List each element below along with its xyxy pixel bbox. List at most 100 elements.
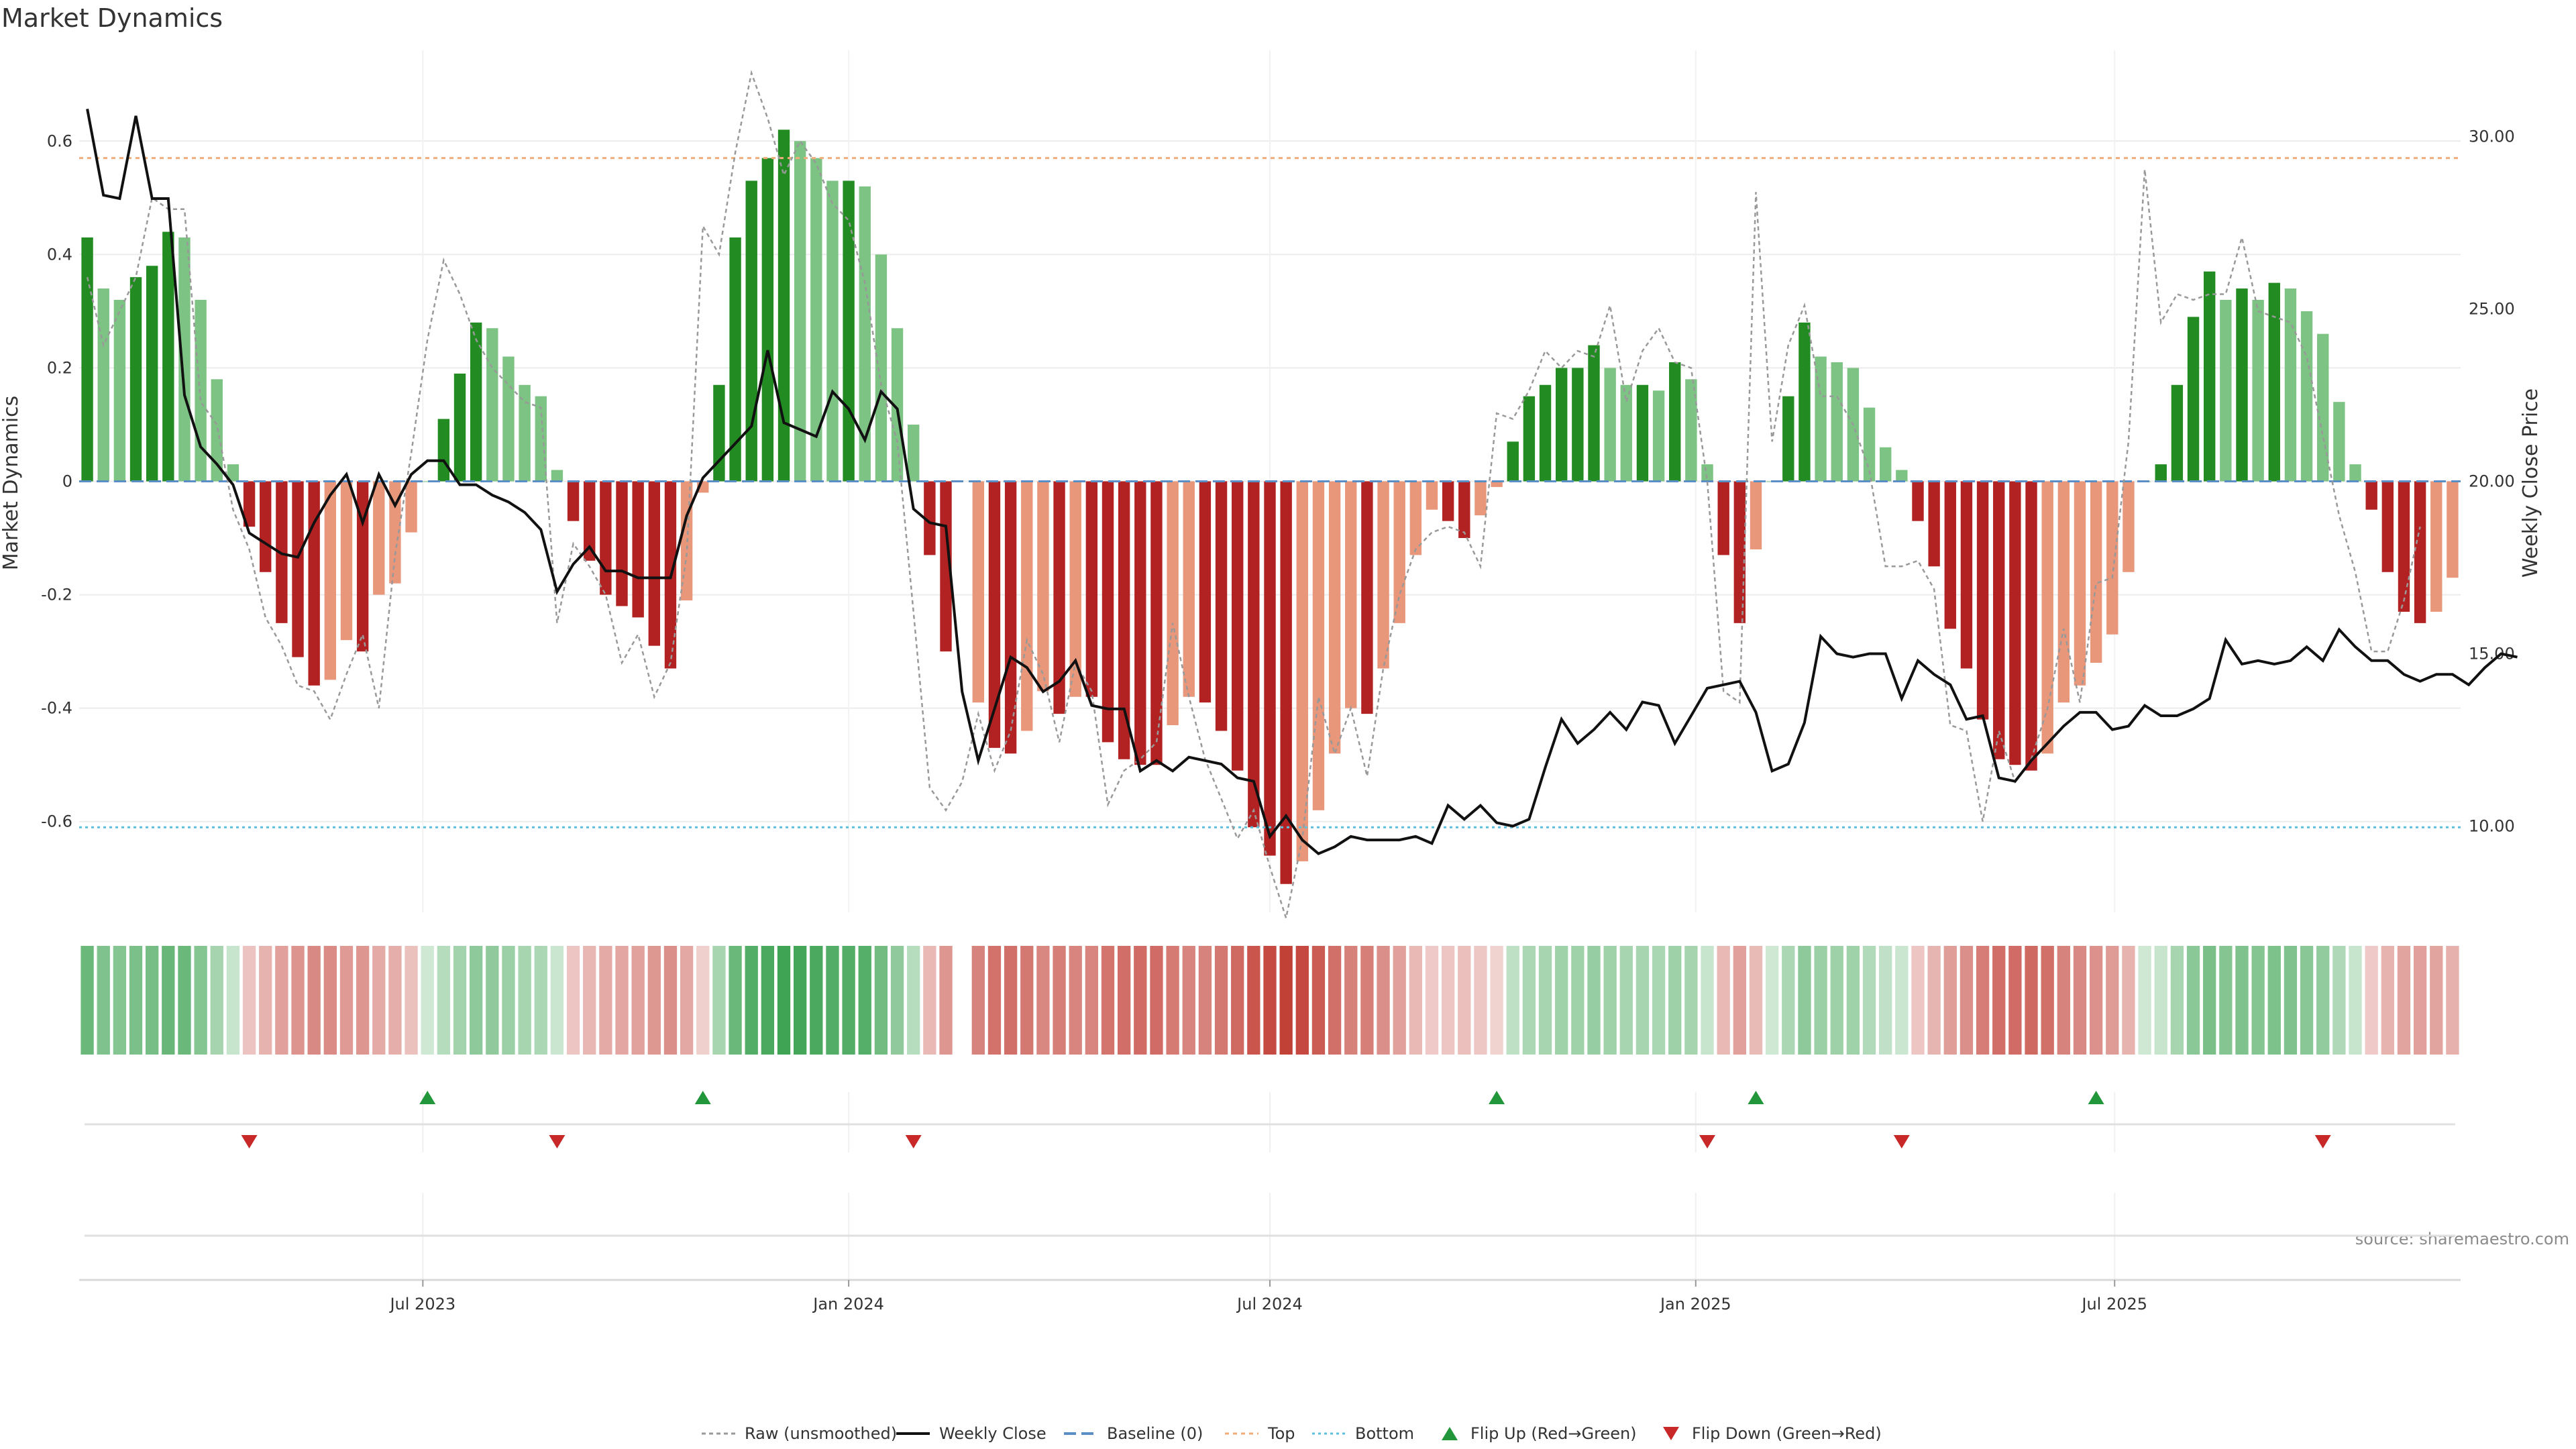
heat-cell bbox=[712, 946, 726, 1055]
bar bbox=[1458, 481, 1470, 539]
bar bbox=[1442, 481, 1454, 521]
flip-down-marker bbox=[1893, 1135, 1910, 1148]
bar bbox=[2009, 481, 2021, 765]
bar bbox=[972, 481, 984, 703]
heat-cell bbox=[647, 946, 661, 1055]
heat-cell bbox=[599, 946, 612, 1055]
heat-cell bbox=[858, 946, 871, 1055]
heat-cell bbox=[794, 946, 807, 1055]
bar bbox=[2300, 311, 2313, 482]
heat-cell bbox=[842, 946, 855, 1055]
y2-tick-label: 20.00 bbox=[2469, 472, 2515, 491]
bar bbox=[1328, 481, 1341, 754]
heat-cell bbox=[1927, 946, 1941, 1055]
axis-ticks: -0.6-0.4-0.200.20.40.610.0015.0020.0025.… bbox=[41, 127, 2515, 836]
bar bbox=[551, 470, 564, 482]
flip-down-marker bbox=[241, 1135, 258, 1148]
heat-cell bbox=[1862, 946, 1876, 1055]
heat-cell bbox=[486, 946, 499, 1055]
bar bbox=[2414, 481, 2426, 623]
heat-cell bbox=[1117, 946, 1131, 1055]
bar bbox=[2349, 464, 2361, 482]
bar bbox=[632, 481, 644, 618]
bar bbox=[1944, 481, 1956, 629]
heat-cell bbox=[583, 946, 596, 1055]
heat-cell bbox=[1830, 946, 1843, 1055]
heat-cell bbox=[1765, 946, 1779, 1055]
heat-cell bbox=[1782, 946, 1795, 1055]
heat-cell bbox=[2203, 946, 2216, 1055]
bar bbox=[1280, 481, 1292, 884]
bar bbox=[567, 481, 580, 521]
heat-cell bbox=[2106, 946, 2119, 1055]
y2-tick-label: 25.00 bbox=[2469, 300, 2515, 319]
heat-cell bbox=[1198, 946, 1212, 1055]
heat-cell bbox=[1684, 946, 1698, 1055]
heat-cell bbox=[2008, 946, 2022, 1055]
bar bbox=[1312, 481, 1325, 810]
heat-cell bbox=[1474, 946, 1487, 1055]
bar bbox=[1053, 481, 1065, 714]
bar bbox=[1669, 362, 1681, 482]
bar bbox=[891, 328, 904, 482]
y2-tick-label: 10.00 bbox=[2469, 817, 2515, 836]
heat-cell bbox=[502, 946, 515, 1055]
heat-cell bbox=[1538, 946, 1552, 1055]
bar bbox=[389, 481, 401, 584]
line-series bbox=[86, 70, 2518, 922]
heat-cell bbox=[275, 946, 288, 1055]
heat-cell bbox=[1587, 946, 1601, 1055]
bar bbox=[1685, 379, 1697, 482]
bar bbox=[2090, 481, 2102, 663]
flip-up-marker bbox=[419, 1091, 436, 1104]
x-tick-label: Jul 2024 bbox=[1236, 1295, 1303, 1313]
heat-cell bbox=[2235, 946, 2249, 1055]
heat-strip bbox=[80, 946, 2459, 1055]
bar bbox=[519, 384, 531, 482]
heat-cell bbox=[1150, 946, 1163, 1055]
bar bbox=[195, 299, 207, 482]
heat-cell bbox=[1247, 946, 1260, 1055]
bar bbox=[486, 328, 498, 482]
bar bbox=[1556, 368, 1568, 482]
y-tick-label: -0.4 bbox=[41, 699, 72, 718]
heat-cell bbox=[1377, 946, 1390, 1055]
dynamics-bars bbox=[81, 129, 2459, 884]
heat-cell bbox=[2138, 946, 2151, 1055]
bar bbox=[1409, 481, 1422, 555]
legend-label: Baseline (0) bbox=[1107, 1424, 1203, 1443]
bar bbox=[777, 129, 790, 482]
bar bbox=[2025, 481, 2037, 771]
bar bbox=[405, 481, 417, 533]
heat-cell bbox=[1943, 946, 1957, 1055]
bar bbox=[2268, 282, 2280, 482]
bar bbox=[2252, 299, 2264, 482]
bar bbox=[227, 464, 239, 482]
heat-cell bbox=[1101, 946, 1115, 1055]
heat-cell bbox=[696, 946, 710, 1055]
heat-cell bbox=[97, 946, 110, 1055]
bar bbox=[1004, 481, 1017, 754]
bar bbox=[1960, 481, 1973, 669]
heat-cell bbox=[2041, 946, 2054, 1055]
heat-cell bbox=[129, 946, 143, 1055]
bar bbox=[97, 288, 109, 482]
heat-cell bbox=[1360, 946, 1374, 1055]
bar bbox=[1588, 345, 1600, 482]
heat-cell bbox=[1652, 946, 1666, 1055]
heat-cell bbox=[2025, 946, 2038, 1055]
bar bbox=[1976, 481, 1989, 720]
y-tick-label: -0.2 bbox=[41, 586, 72, 604]
bar bbox=[1069, 481, 1081, 697]
heat-cell bbox=[1036, 946, 1050, 1055]
heat-cell bbox=[2332, 946, 2346, 1055]
heat-cell bbox=[1182, 946, 1195, 1055]
bar bbox=[470, 322, 482, 482]
heat-cell bbox=[1053, 946, 1066, 1055]
heat-cell bbox=[810, 946, 823, 1055]
heat-cell bbox=[615, 946, 629, 1055]
bar bbox=[826, 180, 839, 482]
bar bbox=[113, 299, 126, 482]
reference-lines bbox=[79, 157, 2461, 828]
